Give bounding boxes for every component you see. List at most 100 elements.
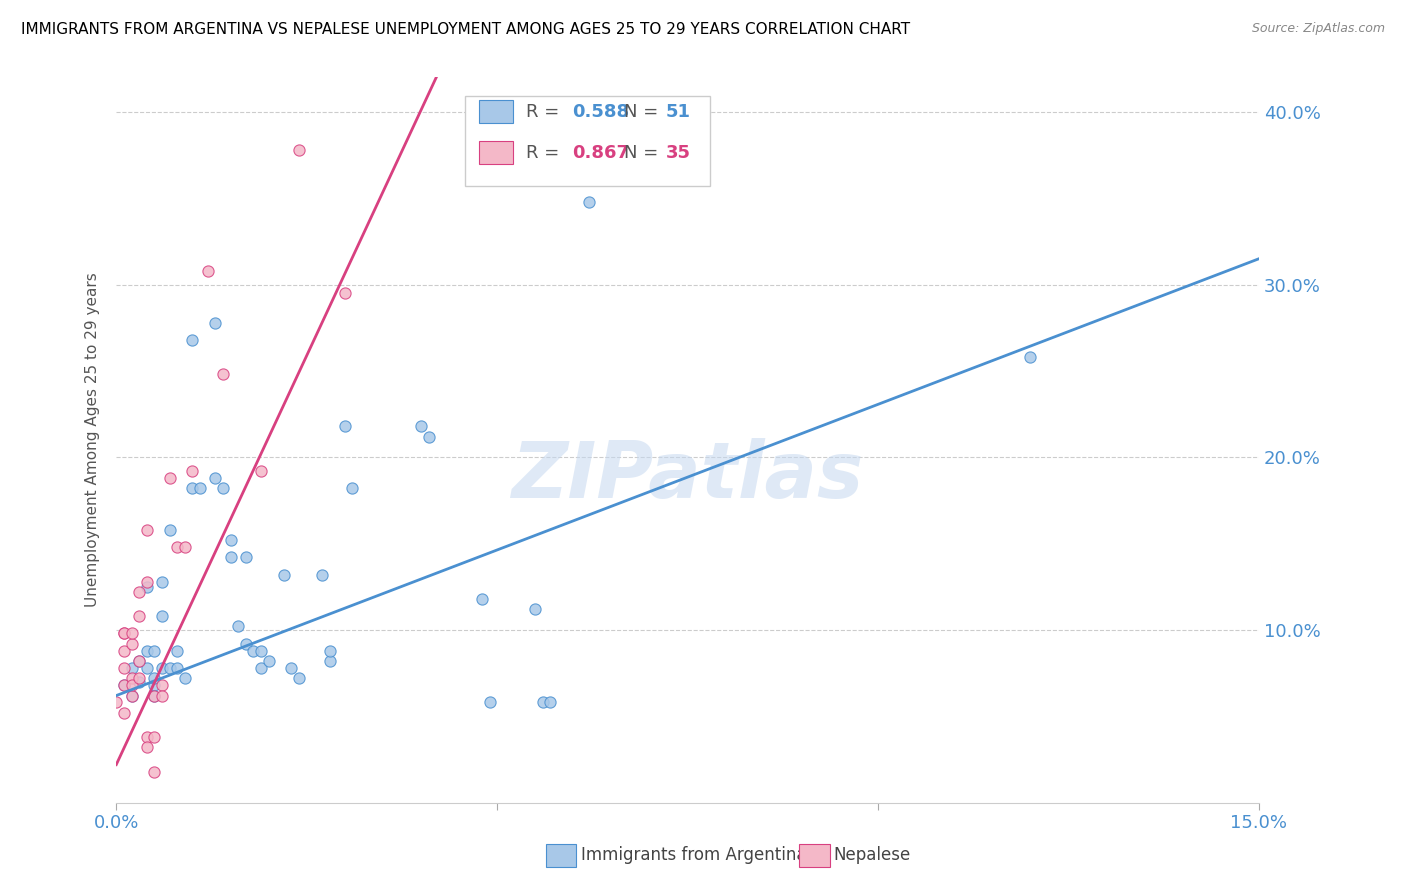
Point <box>121 689 143 703</box>
Text: 0.588: 0.588 <box>572 103 630 120</box>
Point <box>159 661 181 675</box>
Point <box>280 661 302 675</box>
Point <box>112 626 135 640</box>
Point <box>273 567 295 582</box>
Text: 35: 35 <box>666 144 690 161</box>
Point <box>121 661 143 675</box>
Text: N =: N = <box>624 144 664 161</box>
Text: R =: R = <box>526 144 565 161</box>
Point <box>1019 350 1042 364</box>
FancyBboxPatch shape <box>478 141 513 164</box>
Point <box>128 585 150 599</box>
Text: 51: 51 <box>666 103 690 120</box>
Point <box>166 661 188 675</box>
Point <box>250 661 273 675</box>
Point <box>143 689 166 703</box>
Point <box>181 333 204 347</box>
Point <box>166 643 188 657</box>
Point <box>318 654 340 668</box>
Point <box>531 696 554 710</box>
Point <box>121 671 143 685</box>
FancyBboxPatch shape <box>465 95 710 186</box>
Point <box>143 671 166 685</box>
Point <box>135 730 157 744</box>
Point <box>212 368 235 382</box>
Point <box>143 678 166 692</box>
Point <box>159 471 181 485</box>
Text: N =: N = <box>624 103 664 120</box>
Point <box>219 533 242 548</box>
Point <box>226 619 249 633</box>
Point <box>235 637 257 651</box>
Point <box>150 689 173 703</box>
Point <box>128 674 150 689</box>
Point <box>135 661 157 675</box>
FancyBboxPatch shape <box>478 100 513 123</box>
Text: ZIPatlas: ZIPatlas <box>512 438 863 515</box>
Point <box>159 523 181 537</box>
Point <box>105 696 128 710</box>
Point <box>121 637 143 651</box>
Point <box>166 540 188 554</box>
Point <box>342 481 364 495</box>
Point <box>257 654 280 668</box>
Text: Source: ZipAtlas.com: Source: ZipAtlas.com <box>1251 22 1385 36</box>
Point <box>181 464 204 478</box>
Text: Immigrants from Argentina: Immigrants from Argentina <box>581 847 806 864</box>
Point <box>121 689 143 703</box>
Point <box>150 661 173 675</box>
Point <box>333 286 356 301</box>
Point <box>135 643 157 657</box>
Point <box>112 661 135 675</box>
Text: 0.867: 0.867 <box>572 144 630 161</box>
Point <box>143 689 166 703</box>
Point <box>112 626 135 640</box>
Point <box>135 523 157 537</box>
Point <box>197 264 219 278</box>
Point <box>128 654 150 668</box>
Point <box>578 194 600 209</box>
Point <box>318 643 340 657</box>
Point <box>250 643 273 657</box>
Point <box>128 671 150 685</box>
Point <box>333 419 356 434</box>
Point <box>471 591 494 606</box>
Point <box>181 481 204 495</box>
Point <box>212 481 235 495</box>
Point <box>418 429 440 443</box>
Point <box>478 696 501 710</box>
Point <box>204 471 226 485</box>
Point <box>173 671 195 685</box>
Point <box>235 550 257 565</box>
Point <box>143 764 166 779</box>
Point <box>524 602 547 616</box>
Point <box>204 316 226 330</box>
Point <box>112 706 135 720</box>
Point <box>219 550 242 565</box>
Point <box>409 419 432 434</box>
Point <box>288 143 311 157</box>
Y-axis label: Unemployment Among Ages 25 to 29 years: Unemployment Among Ages 25 to 29 years <box>86 273 100 607</box>
Point <box>288 671 311 685</box>
Point <box>143 730 166 744</box>
Point <box>121 678 143 692</box>
Point <box>173 540 195 554</box>
Text: IMMIGRANTS FROM ARGENTINA VS NEPALESE UNEMPLOYMENT AMONG AGES 25 TO 29 YEARS COR: IMMIGRANTS FROM ARGENTINA VS NEPALESE UN… <box>21 22 910 37</box>
Point <box>135 580 157 594</box>
Point <box>188 481 211 495</box>
Point <box>143 643 166 657</box>
Point <box>150 678 173 692</box>
Point <box>128 654 150 668</box>
Point <box>150 574 173 589</box>
Point <box>112 678 135 692</box>
Point <box>112 643 135 657</box>
Point <box>242 643 264 657</box>
Point <box>135 574 157 589</box>
Point <box>311 567 333 582</box>
Text: R =: R = <box>526 103 565 120</box>
Point <box>128 609 150 624</box>
Text: Nepalese: Nepalese <box>834 847 911 864</box>
Point <box>540 696 562 710</box>
Point <box>135 740 157 755</box>
Point <box>112 678 135 692</box>
